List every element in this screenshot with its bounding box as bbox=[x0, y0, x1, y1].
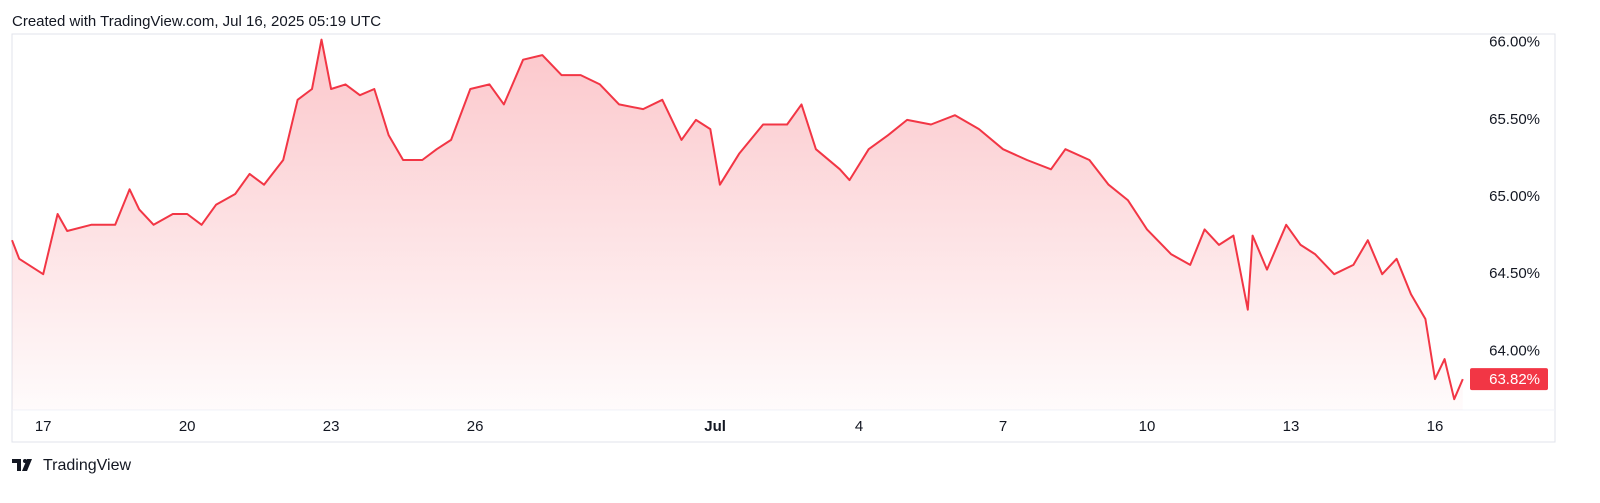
x-tick-label: 23 bbox=[323, 418, 340, 435]
x-tick-label: 16 bbox=[1427, 418, 1444, 435]
last-value-box bbox=[1470, 368, 1548, 391]
frame bbox=[11, 33, 1556, 443]
x-tick-label: 13 bbox=[1283, 418, 1300, 435]
y-tick-label: 64.00% bbox=[1489, 342, 1540, 359]
header: Created with TradingView.com, Jul 16, 20… bbox=[12, 13, 381, 30]
footer: TradingView bbox=[43, 457, 131, 474]
line bbox=[11, 38, 1464, 401]
last-value-label: 63.82% bbox=[1489, 371, 1540, 388]
y-tick-label: 66.00% bbox=[1489, 34, 1540, 51]
x-tick-label: 20 bbox=[179, 418, 196, 435]
y-tick-label: 65.00% bbox=[1489, 188, 1540, 205]
area-fill bbox=[12, 39, 1463, 410]
x-tick-label: 10 bbox=[1139, 418, 1156, 435]
x-tick-label: 17 bbox=[35, 418, 52, 435]
x-tick-label: Jul bbox=[704, 418, 726, 435]
y-tick-label: 65.50% bbox=[1489, 111, 1540, 128]
y-tick-label: 64.50% bbox=[1489, 265, 1540, 282]
x-tick-label: 26 bbox=[467, 418, 484, 435]
logo bbox=[12, 459, 32, 471]
x-tick-label: 4 bbox=[855, 418, 863, 435]
x-tick-label: 7 bbox=[999, 418, 1007, 435]
